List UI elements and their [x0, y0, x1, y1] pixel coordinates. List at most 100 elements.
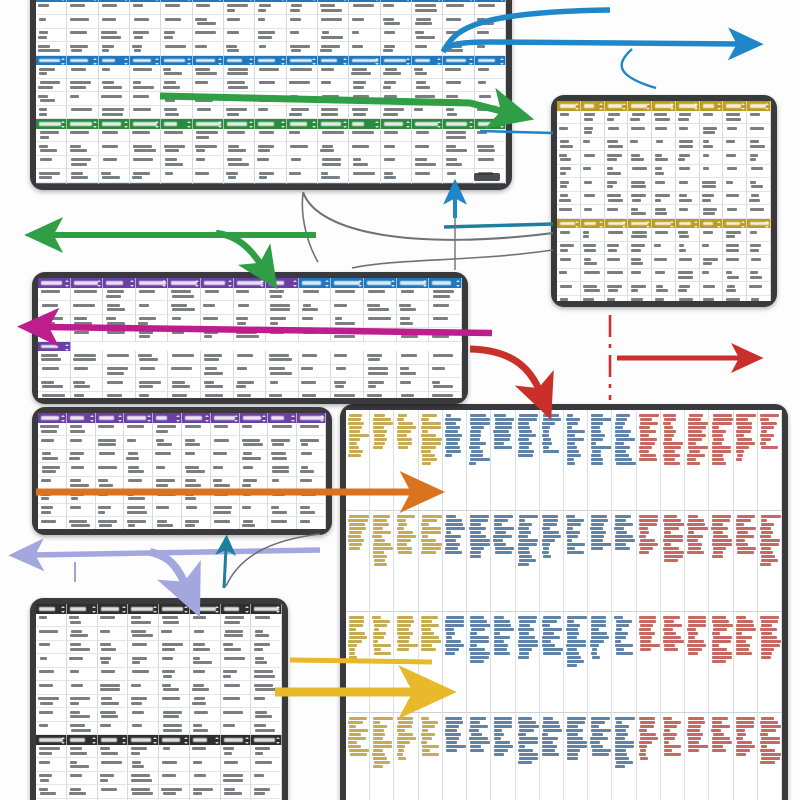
table-cell[interactable] [220, 681, 252, 695]
table-cell[interactable] [67, 142, 99, 156]
sort-chevron-icon[interactable] [358, 280, 363, 287]
table-cell[interactable] [747, 295, 771, 301]
table-cell[interactable] [317, 78, 350, 92]
table-cell[interactable] [233, 364, 267, 378]
gold-ledger-workbook[interactable] [551, 95, 777, 307]
column-header[interactable] [380, 182, 412, 184]
sort-chevron-icon[interactable] [155, 121, 160, 128]
table-cell[interactable] [220, 744, 252, 758]
table-cell[interactable] [652, 191, 676, 205]
table-row[interactable] [38, 490, 326, 504]
master-summary-workbook[interactable] [30, 0, 512, 190]
column-header[interactable] [192, 119, 224, 129]
sort-chevron-icon[interactable] [598, 103, 603, 110]
table-cell[interactable] [297, 449, 326, 463]
table-cell[interactable] [98, 28, 130, 42]
table-cell[interactable] [411, 15, 444, 29]
sort-chevron-icon[interactable] [280, 0, 285, 1]
column-header[interactable] [67, 0, 99, 2]
column-header[interactable] [124, 413, 154, 423]
table-cell[interactable] [557, 137, 581, 151]
column-header[interactable] [67, 55, 99, 65]
table-cell[interactable] [747, 241, 771, 255]
column-header[interactable] [201, 278, 234, 288]
table-cell[interactable] [676, 295, 700, 301]
table-cell[interactable] [159, 721, 190, 735]
table-cell[interactable] [95, 476, 125, 490]
table-cell[interactable] [604, 191, 629, 205]
table-cell[interactable] [153, 422, 182, 436]
table-cell[interactable] [317, 142, 350, 156]
table-cell[interactable] [604, 228, 629, 242]
table-cell[interactable] [628, 268, 653, 282]
dense-column[interactable] [491, 612, 516, 712]
table-cell[interactable] [98, 105, 130, 119]
table-cell[interactable] [628, 282, 653, 296]
table-cell[interactable] [98, 92, 130, 106]
table-row[interactable] [557, 228, 771, 242]
sort-chevron-icon[interactable] [214, 606, 219, 613]
table-row[interactable] [557, 205, 771, 219]
table-cell[interactable] [189, 708, 221, 722]
table-cell[interactable] [95, 463, 125, 477]
sort-chevron-icon[interactable] [97, 280, 102, 287]
column-header[interactable] [255, 182, 287, 184]
dense-column[interactable] [370, 410, 395, 510]
table-cell[interactable] [201, 378, 234, 392]
table-cell[interactable] [36, 708, 67, 722]
dense-column[interactable] [516, 713, 540, 800]
table-cell[interactable] [66, 422, 96, 436]
column-header[interactable] [129, 119, 162, 129]
table-cell[interactable] [411, 92, 444, 106]
table-row[interactable] [38, 378, 462, 392]
column-header[interactable] [239, 413, 269, 423]
table-row[interactable] [38, 463, 326, 477]
table-cell[interactable] [67, 65, 99, 79]
table-cell[interactable] [36, 721, 67, 735]
table-cell[interactable] [474, 105, 506, 119]
table-cell[interactable] [96, 517, 125, 529]
table-cell[interactable] [317, 1, 350, 15]
table-cell[interactable] [396, 301, 430, 315]
table-cell[interactable] [331, 378, 365, 392]
table-cell[interactable] [192, 78, 224, 92]
table-row[interactable] [36, 771, 282, 785]
table-cell[interactable] [255, 105, 287, 119]
sort-chevron-icon[interactable] [311, 121, 316, 128]
table-cell[interactable] [364, 301, 397, 315]
table-cell[interactable] [580, 137, 605, 151]
table-cell[interactable] [747, 151, 771, 165]
sort-chevron-icon[interactable] [437, 121, 442, 128]
table-cell[interactable] [161, 65, 193, 79]
dense-column[interactable] [467, 713, 492, 800]
table-cell[interactable] [98, 1, 130, 15]
dense-column[interactable] [685, 612, 710, 712]
table-cell[interactable] [628, 255, 653, 269]
dense-column[interactable] [758, 612, 782, 712]
table-cell[interactable] [36, 667, 67, 681]
column-header[interactable] [66, 413, 96, 423]
table-cell[interactable] [699, 228, 724, 242]
table-cell[interactable] [38, 476, 67, 490]
dense-column[interactable] [564, 511, 589, 611]
table-cell[interactable] [66, 667, 98, 681]
dense-band[interactable] [346, 410, 782, 511]
table-row[interactable] [38, 287, 462, 301]
table-cell[interactable] [604, 178, 629, 192]
table-cell[interactable] [474, 65, 506, 79]
table-cell[interactable] [233, 328, 267, 342]
dense-column[interactable] [491, 713, 516, 800]
table-cell[interactable] [331, 364, 365, 378]
dense-column[interactable] [346, 612, 371, 712]
table-cell[interactable] [129, 42, 162, 56]
column-header[interactable] [443, 55, 475, 65]
dense-column[interactable] [394, 511, 419, 611]
table-cell[interactable] [128, 694, 159, 708]
table-cell[interactable] [161, 105, 193, 119]
table-cell[interactable] [699, 151, 724, 165]
table-cell[interactable] [159, 640, 190, 654]
sort-chevron-icon[interactable] [217, 57, 222, 65]
table-cell[interactable] [380, 78, 412, 92]
dense-column[interactable] [346, 713, 371, 800]
table-cell[interactable] [652, 268, 676, 282]
